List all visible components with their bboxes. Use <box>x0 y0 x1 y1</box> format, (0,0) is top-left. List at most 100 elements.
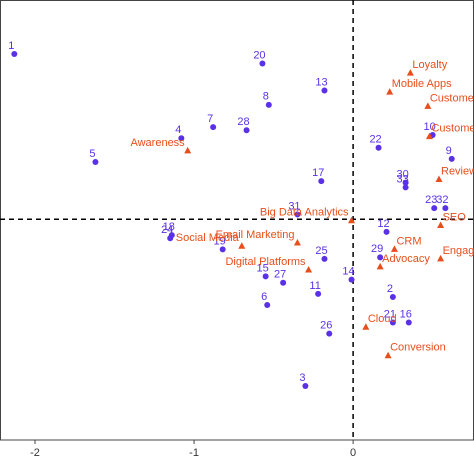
observation-point <box>302 382 309 389</box>
variable-label: Conversion <box>390 342 446 354</box>
variable-marker <box>238 242 246 249</box>
variable-label: Social Media <box>176 232 240 244</box>
variable-marker <box>305 266 313 273</box>
observation-label: 19 <box>214 235 226 247</box>
observation-label: 10 <box>424 121 436 133</box>
observation-point <box>402 179 409 186</box>
observation-label: 6 <box>261 291 267 303</box>
variable-label: Big Data Analytics <box>260 207 349 219</box>
variable-label: Cloud <box>368 313 397 325</box>
observation-point <box>348 276 355 283</box>
variable-marker <box>386 88 394 95</box>
plot-frame <box>0 0 474 441</box>
variable-marker <box>184 146 192 154</box>
variable-label: Engag <box>443 245 474 257</box>
observation-point <box>321 255 328 262</box>
observation-point <box>92 159 99 166</box>
observation-point <box>265 101 272 108</box>
observation-point <box>383 228 390 235</box>
observation-point <box>262 273 269 280</box>
observation-label: 28 <box>237 116 249 128</box>
variable-label: Loyalty <box>412 59 447 71</box>
variable-marker <box>437 221 445 229</box>
variable-marker <box>435 175 443 182</box>
observation-point <box>294 211 301 218</box>
observation-point <box>11 51 18 58</box>
observation-label: 23 <box>425 194 437 206</box>
observation-point <box>389 319 396 326</box>
observation-point <box>318 178 325 185</box>
observation-label: 21 <box>384 308 396 320</box>
observation-point <box>321 87 328 94</box>
observation-point <box>375 144 382 151</box>
observation-label: 27 <box>274 269 286 281</box>
variable-marker <box>376 262 384 270</box>
observation-label: 30 <box>396 169 408 181</box>
variable-label: CRM <box>396 235 421 247</box>
observation-label: 4 <box>175 124 181 136</box>
variable-label: SEO <box>443 211 467 223</box>
observation-point <box>326 330 333 337</box>
variable-marker <box>362 323 370 330</box>
observation-label: 3 <box>299 372 305 384</box>
observation-label: 5 <box>89 148 95 160</box>
observation-point <box>431 205 438 212</box>
observation-point <box>178 135 185 142</box>
observation-label: 31 <box>288 200 300 212</box>
observation-point <box>405 319 412 326</box>
variable-label: Email Marketing <box>216 229 295 241</box>
observation-label: 22 <box>369 134 381 146</box>
variable-marker <box>424 102 432 109</box>
observation-point <box>402 184 409 191</box>
observation-point <box>280 279 287 286</box>
observation-label: 14 <box>342 265 354 277</box>
observation-label: 13 <box>315 76 327 88</box>
observation-point <box>167 235 174 242</box>
observation-label: 16 <box>400 308 412 320</box>
variable-label: Digital Platforms <box>225 256 306 268</box>
observation-label: 8 <box>263 91 269 103</box>
variable-label: Advocacy <box>382 253 430 265</box>
variable-label: Custome <box>431 123 474 135</box>
observation-label: 15 <box>257 262 269 274</box>
observation-label: 18 <box>163 221 175 233</box>
observation-point <box>389 294 396 301</box>
variable-marker <box>437 254 445 262</box>
observation-point <box>448 155 455 162</box>
observation-point <box>243 127 250 134</box>
observation-point <box>219 246 226 253</box>
variable-marker <box>390 245 398 252</box>
observation-point <box>210 124 217 131</box>
observation-point <box>259 60 266 67</box>
variable-marker <box>384 351 392 359</box>
observation-label: 7 <box>207 113 213 125</box>
observation-label: 24 <box>161 224 173 236</box>
observation-label: 12 <box>377 218 389 230</box>
observation-label: 11 <box>309 280 320 292</box>
variable-marker <box>293 239 301 246</box>
observation-label: 26 <box>320 319 332 331</box>
observation-label: 1 <box>8 40 14 52</box>
variable-label: Custome <box>430 92 474 104</box>
observation-point <box>377 254 384 261</box>
observation-label: 29 <box>371 243 383 255</box>
observation-point <box>315 290 322 297</box>
observation-label: 2 <box>387 283 393 295</box>
observation-label: 32 <box>436 194 448 206</box>
observation-label: 9 <box>446 145 452 157</box>
x-tick-label: 0 <box>350 447 356 459</box>
variable-label: Awareness <box>130 137 185 149</box>
observation-label: 25 <box>315 245 327 257</box>
observation-label: 17 <box>312 167 324 179</box>
observation-label: 20 <box>253 49 265 61</box>
variable-marker <box>425 132 433 140</box>
variable-marker <box>348 216 356 224</box>
variable-label: Mobile Apps <box>392 78 452 90</box>
observation-point <box>442 205 449 212</box>
variable-marker <box>406 69 414 76</box>
x-tick-label: -2 <box>30 447 40 459</box>
observation-point <box>264 301 271 308</box>
x-tick-label: -1 <box>189 447 199 459</box>
variable-label: Review <box>441 165 474 177</box>
